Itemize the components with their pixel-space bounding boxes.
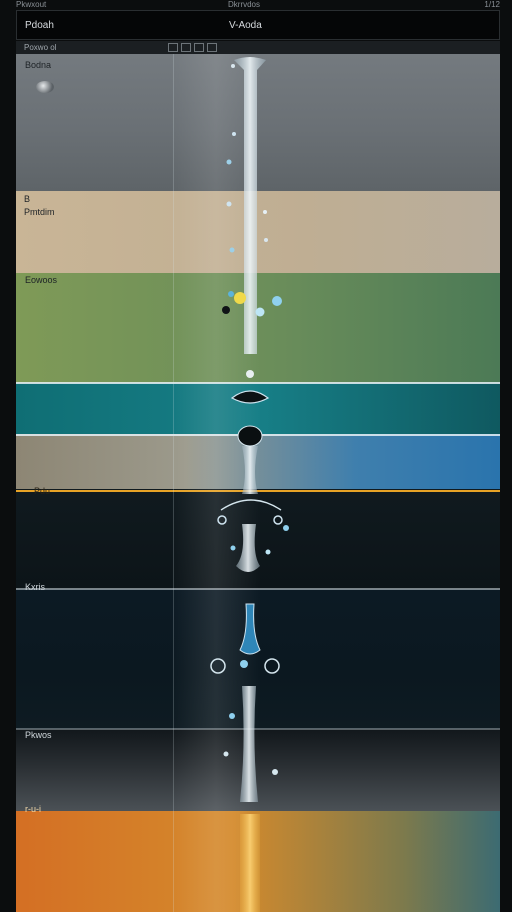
layer-label: Kxris <box>25 582 45 592</box>
droplet <box>223 751 229 757</box>
layer-label: Pmtdim <box>24 207 55 217</box>
water-surface-line <box>16 382 500 384</box>
layer-label: Pdu <box>34 486 51 496</box>
water-stream <box>242 446 258 494</box>
droplet <box>265 549 271 555</box>
droplet <box>272 296 282 306</box>
droplet <box>264 238 268 242</box>
layer-band-teal <box>16 383 500 434</box>
toolbar-icons <box>168 43 220 56</box>
droplet <box>272 769 278 775</box>
light-stream <box>240 814 260 912</box>
tool-square-icon[interactable] <box>194 43 204 52</box>
droplet <box>217 515 227 525</box>
layer-label: Bodna <box>25 60 52 70</box>
layer-band-dark <box>16 489 500 589</box>
boundary-line <box>16 728 500 730</box>
water-drop-column <box>210 57 289 912</box>
layer-band-sand <box>16 191 500 273</box>
droplet <box>283 525 289 531</box>
top-left-text: Pkwxout <box>16 0 47 9</box>
droplet <box>230 545 236 551</box>
droplet <box>246 370 254 378</box>
water-stream <box>236 524 260 572</box>
tool-square-icon[interactable] <box>207 43 217 52</box>
boundary-line-yellow <box>16 490 500 492</box>
layer-band-sky <box>16 54 500 191</box>
droplet <box>231 64 235 68</box>
layer-label: r-u-i <box>25 804 41 814</box>
menu-label[interactable]: Poxwo ol <box>24 43 57 52</box>
title-bar: Pdoah V-Aoda <box>16 10 500 40</box>
droplet <box>273 515 283 525</box>
boundary-line <box>16 588 500 590</box>
droplet <box>226 159 232 165</box>
droplet <box>255 307 265 317</box>
top-right-text: 1/12 <box>484 0 500 9</box>
droplet <box>234 292 246 304</box>
tool-square-icon[interactable] <box>181 43 191 52</box>
droplet <box>264 658 280 674</box>
top-status-line: Pkwxout Dkrrvdos 1/12 <box>16 0 500 10</box>
layer-band-deep <box>16 589 500 729</box>
droplet <box>263 210 267 214</box>
layer-diagram: Bodna B Pmtdim Eowoos Pdu Kxris Pkwos r-… <box>16 54 500 912</box>
tool-square-icon[interactable] <box>168 43 178 52</box>
droplet <box>226 201 232 207</box>
water-stream <box>240 686 258 802</box>
layer-band-green <box>16 273 500 383</box>
droplet <box>210 658 226 674</box>
top-center-text: Dkrrvdos <box>228 0 261 9</box>
layer-band-waves <box>16 729 500 811</box>
droplet <box>222 306 230 314</box>
layer-label: Eowoos <box>25 275 58 285</box>
window-title: Pdoah <box>25 20 54 31</box>
bubble-icon <box>36 81 54 93</box>
splash <box>220 499 282 511</box>
water-tube <box>234 57 266 354</box>
document-title: V-Aoda <box>229 20 262 31</box>
droplet <box>228 291 234 297</box>
droplet <box>239 603 261 655</box>
divider-line <box>173 54 174 912</box>
layer-label: B <box>24 194 31 204</box>
splash <box>230 390 270 404</box>
droplet <box>232 132 236 136</box>
droplet <box>229 713 235 719</box>
layer-label: Pkwos <box>25 730 52 740</box>
droplet <box>229 247 235 253</box>
droplet <box>237 425 263 447</box>
droplet <box>240 660 248 668</box>
menu-bar: Poxwo ol <box>16 41 500 54</box>
